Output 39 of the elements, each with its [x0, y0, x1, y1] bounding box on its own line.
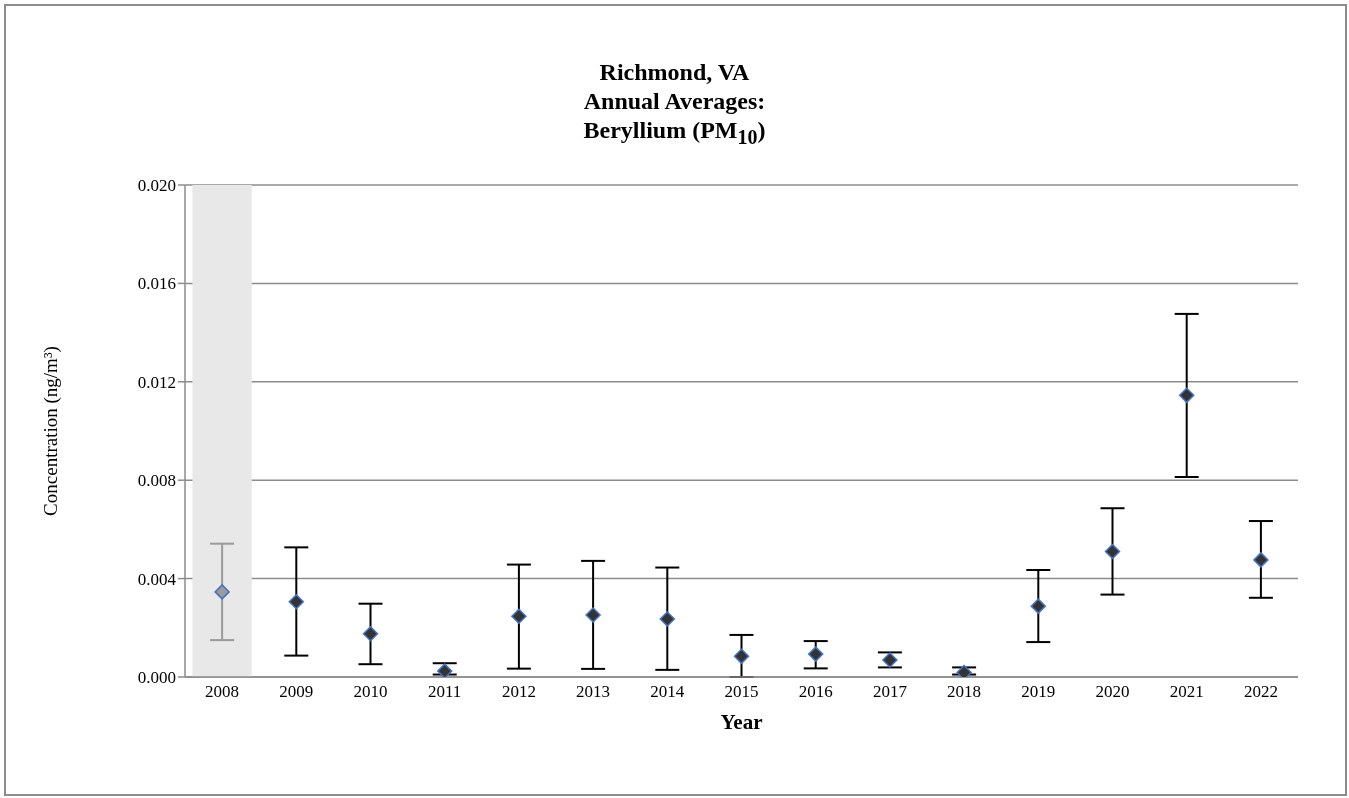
x-axis-title: Year: [720, 710, 763, 734]
point: [807, 646, 824, 662]
y-tick-label: 0.016: [137, 274, 176, 294]
point: [362, 625, 379, 642]
y-tick-label: 0.004: [137, 569, 177, 589]
x-tick-label: 2012: [501, 682, 536, 702]
point: [585, 607, 601, 623]
y-axis-title: Concentration (ng/m³): [39, 346, 62, 516]
y-tick-label: 0.012: [137, 372, 176, 392]
point: [1030, 598, 1047, 614]
x-tick-label: 2008: [205, 682, 240, 702]
point: [288, 593, 305, 610]
point: [882, 652, 898, 668]
x-tick-label: 2022: [1243, 682, 1278, 702]
x-tick-label: 2018: [947, 682, 982, 702]
x-tick-label: 2016: [798, 682, 833, 702]
point: [1253, 552, 1269, 568]
x-tick-label: 2015: [724, 682, 759, 702]
y-tick-label: 0.008: [137, 471, 176, 491]
point: [956, 664, 972, 677]
x-tick-label: 2013: [576, 682, 611, 702]
x-tick-label: 2019: [1021, 682, 1056, 702]
point: [1104, 543, 1121, 560]
x-tick-label: 2014: [650, 682, 685, 702]
x-tick-label: 2011: [428, 682, 462, 702]
point: [659, 611, 676, 627]
x-tick-label: 2010: [353, 682, 388, 702]
y-tick-label: 0.020: [137, 176, 176, 196]
point: [733, 648, 750, 665]
y-tick-label: 0.000: [137, 668, 176, 688]
point: [1178, 387, 1195, 404]
x-tick-label: 2009: [279, 682, 314, 702]
x-tick-label: 2017: [872, 682, 908, 702]
x-tick-label: 2021: [1169, 682, 1204, 702]
x-tick-label: 2020: [1095, 682, 1130, 702]
point: [214, 584, 230, 600]
chart-title: Richmond, VA Annual Averages: Beryllium (PM$_{10}$): [582, 58, 767, 150]
point: [436, 663, 453, 677]
point: [511, 608, 527, 624]
